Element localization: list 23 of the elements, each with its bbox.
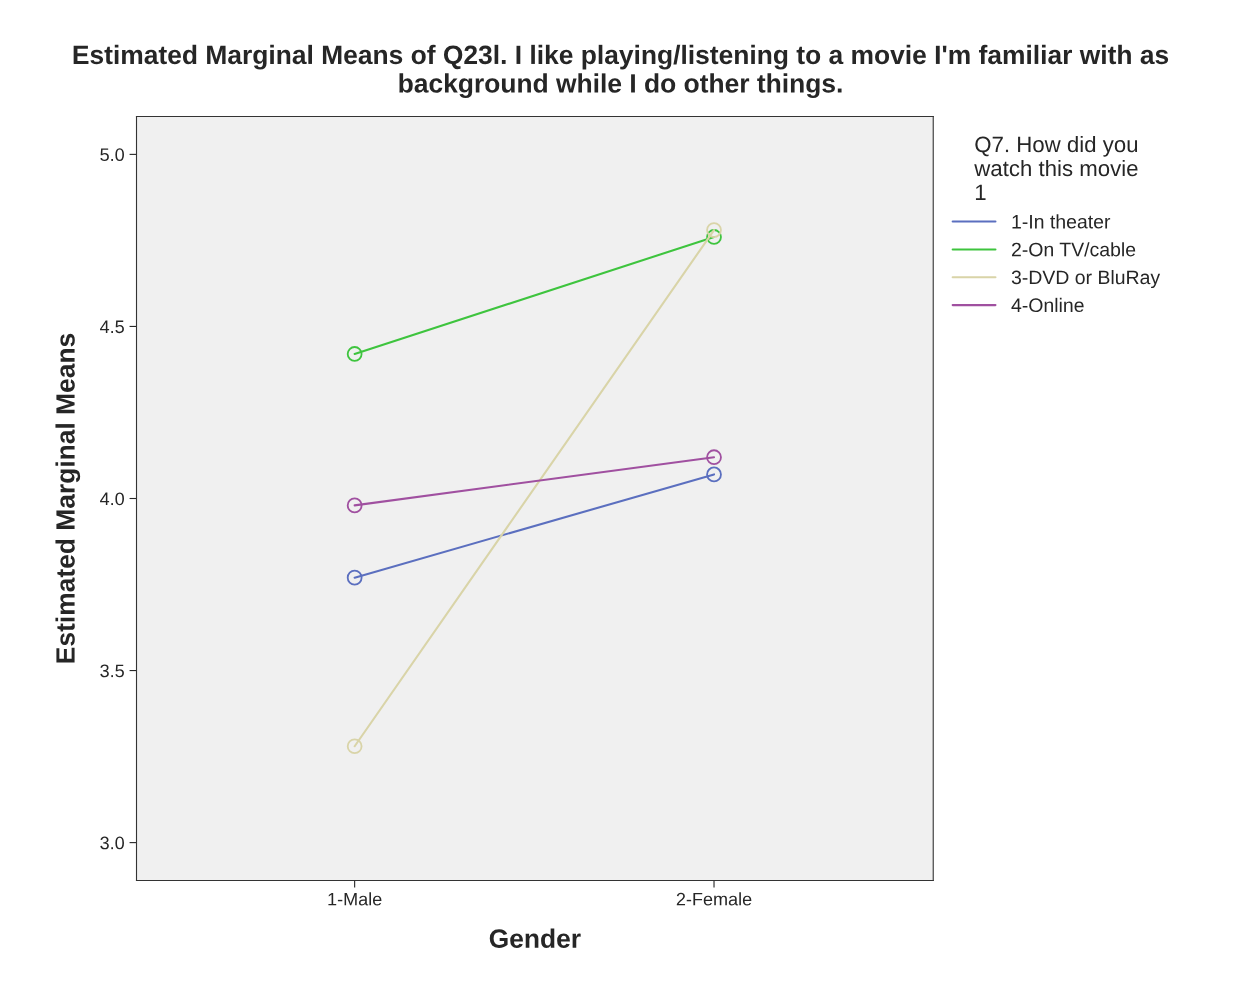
point <box>706 466 722 483</box>
chart-title: Estimated Marginal Means of Q23l. I like playing/listening to a movie I'm familiar with as background while I do other things. <box>73 44 1169 99</box>
legend-title: Q7. How did you watch this movie 1 <box>974 135 1138 200</box>
x-tick-label: 1-Male <box>328 892 382 906</box>
x-axis-title: Gender <box>489 928 581 948</box>
point <box>346 346 363 362</box>
y-axis-title: Estimated Marginal Means <box>55 333 81 663</box>
y-tick-label: 3.0 <box>100 836 124 850</box>
y-tick-label: 4.0 <box>100 492 124 506</box>
y-tick-label: 4.5 <box>100 320 124 334</box>
point <box>706 222 722 238</box>
point <box>346 497 363 514</box>
legend-label: 4-Online <box>1011 297 1084 313</box>
point <box>706 449 722 466</box>
y-tick-label: 5.0 <box>100 148 124 162</box>
legend-label: 2-On TV/cable <box>1011 242 1136 257</box>
point <box>706 229 722 245</box>
legend-label: 3-DVD or BluRay <box>1011 269 1161 289</box>
x-tick-label: 2-Female <box>676 892 752 906</box>
y-tick-label: 3.5 <box>100 664 124 678</box>
legend-label: 1-In theater <box>1012 214 1111 229</box>
point <box>346 569 363 586</box>
point <box>346 738 363 755</box>
